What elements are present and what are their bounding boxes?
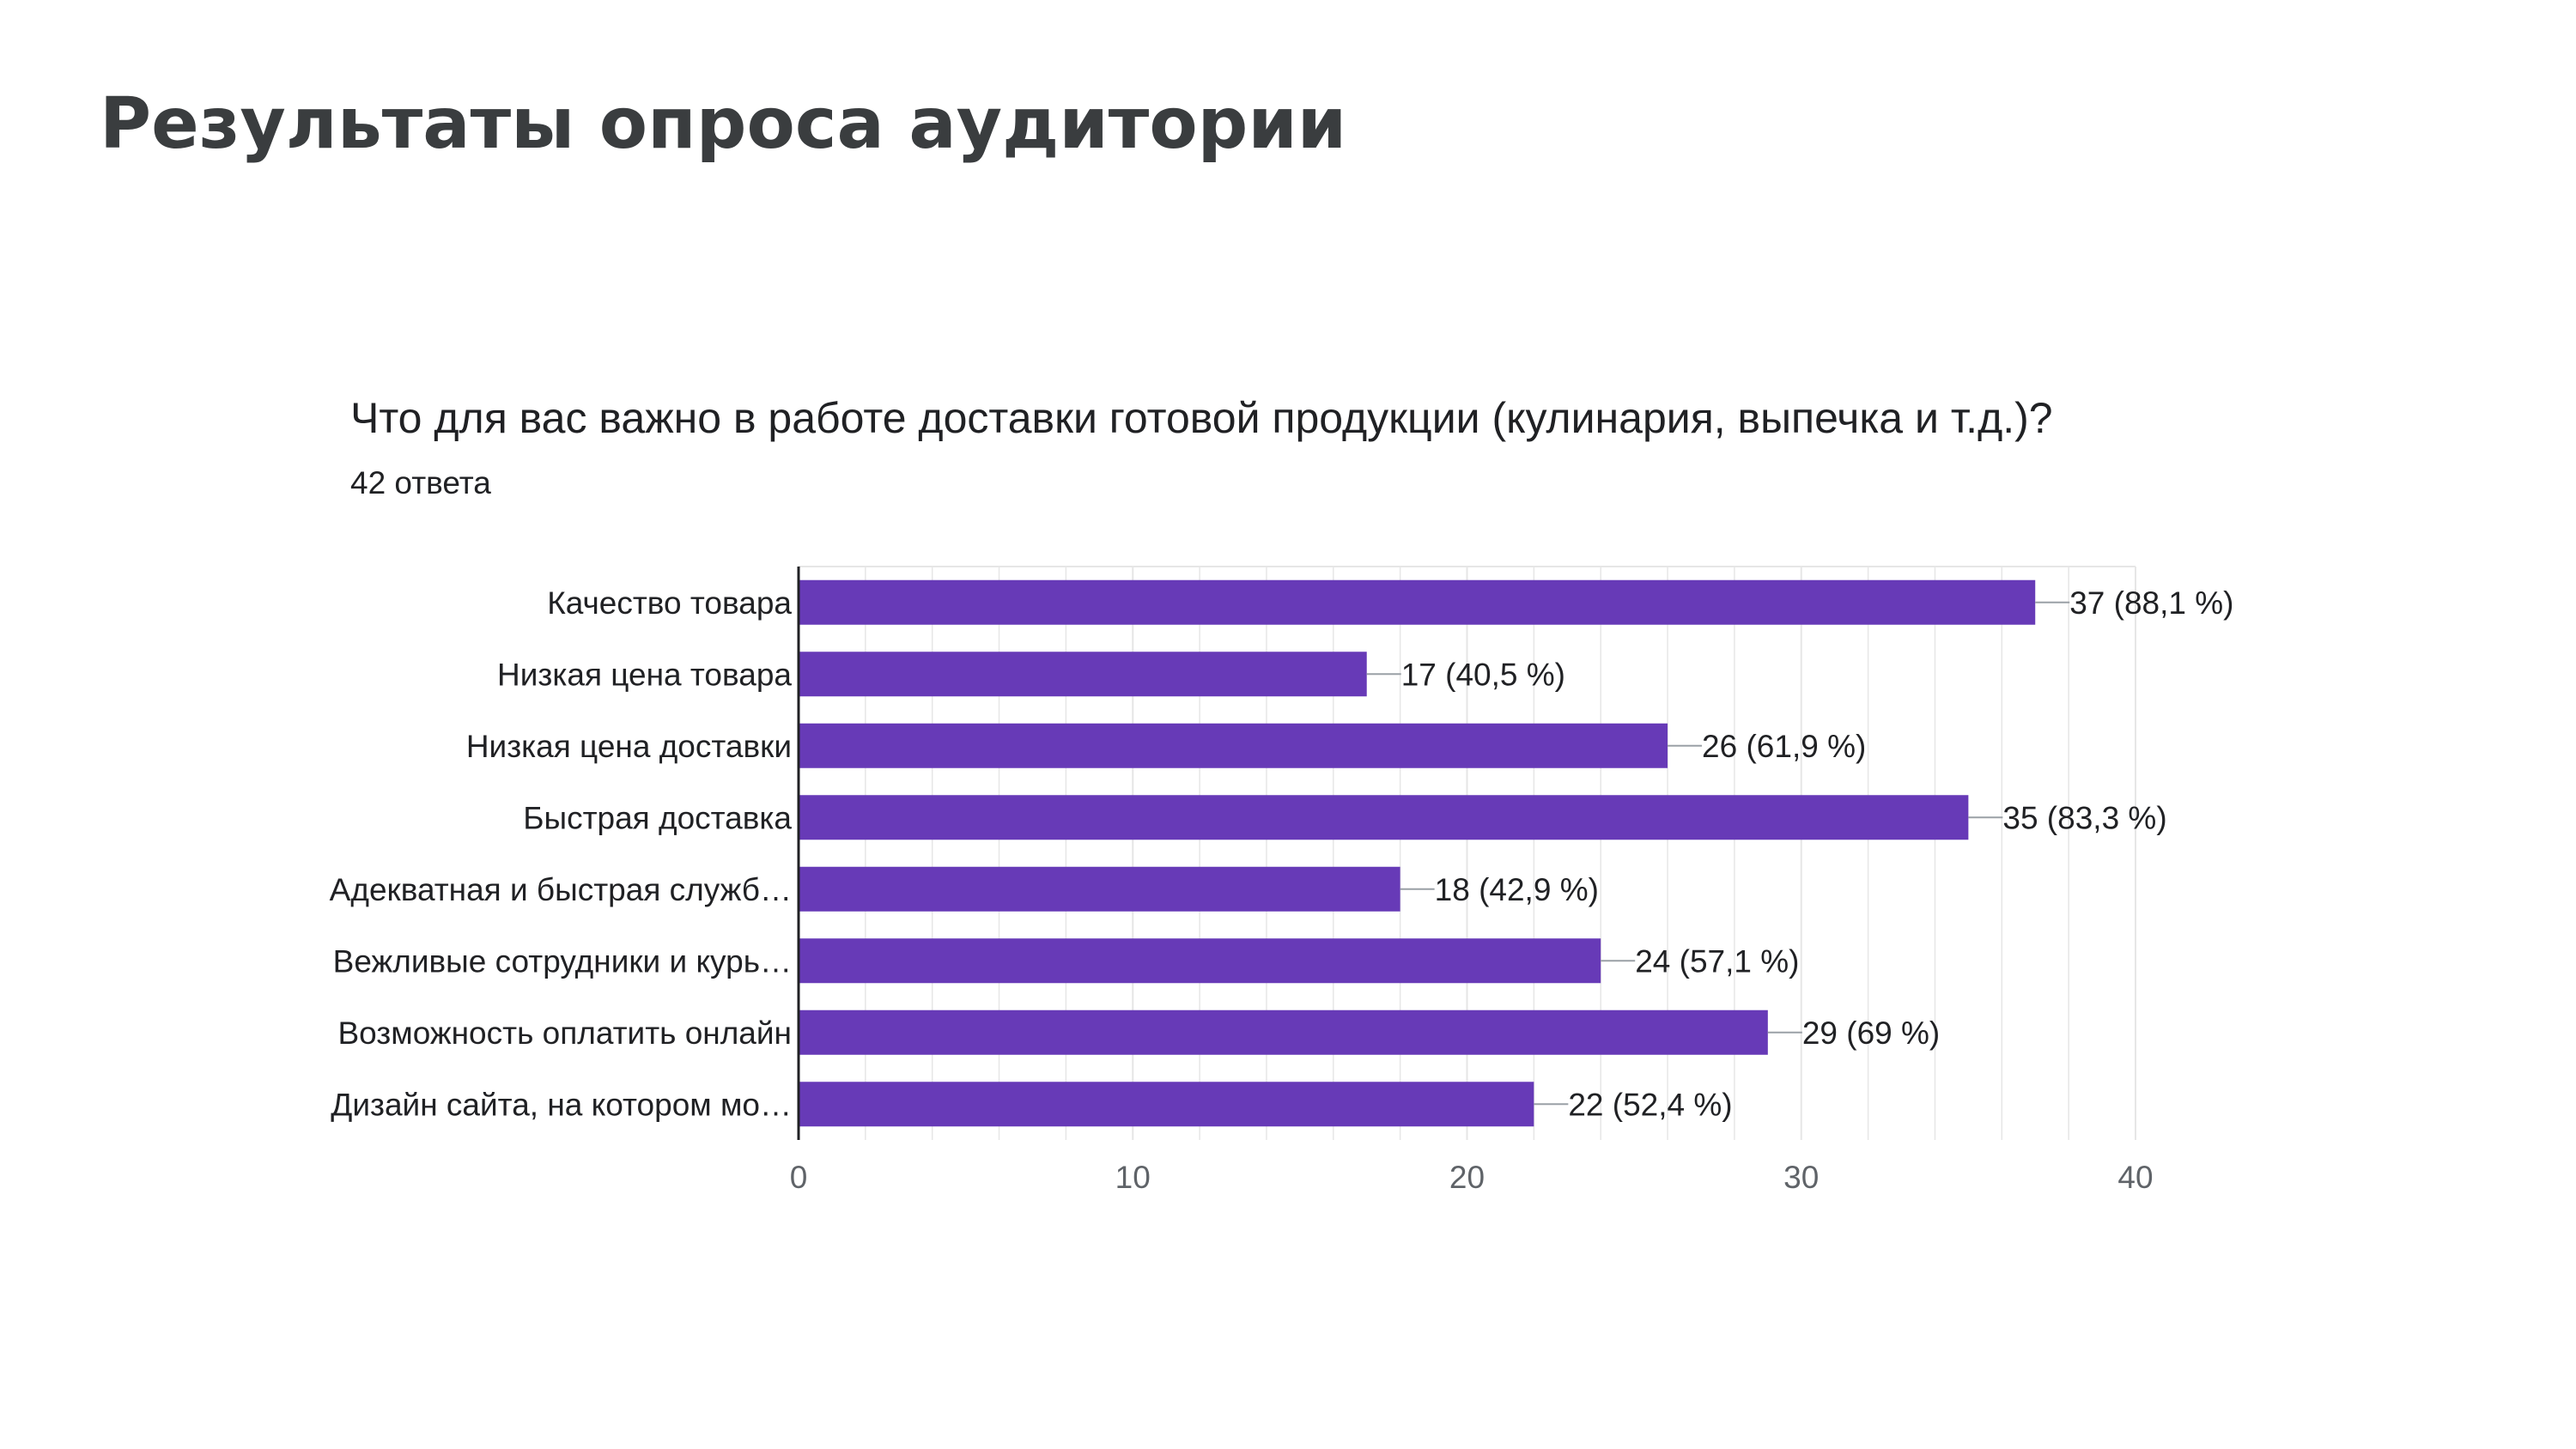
bar-2 (799, 652, 1367, 697)
x-tick-label-40: 40 (2117, 1160, 2153, 1195)
category-label-4: Быстрая доставка (523, 800, 792, 835)
data-label-4: 35 (83,3 %) (2002, 800, 2166, 835)
bar-5 (799, 866, 1400, 912)
slide-title: Результаты опроса аудитории (100, 83, 1347, 165)
data-label-7: 29 (69 %) (1802, 1016, 1940, 1051)
bar-6 (799, 938, 1601, 984)
chart-title: Что для вас важно в работе доставки гото… (350, 394, 2053, 442)
x-tick-label-10: 10 (1115, 1160, 1151, 1195)
category-label-6: Вежливые сотрудники и курь… (333, 943, 792, 979)
category-label-2: Низкая цена товара (497, 657, 792, 692)
category-label-8: Дизайн сайта, на котором мо… (331, 1087, 792, 1122)
bar-8 (799, 1082, 1534, 1127)
data-label-2: 17 (40,5 %) (1401, 657, 1565, 692)
bar-1 (799, 579, 2036, 625)
bar-4 (799, 795, 1969, 840)
bar-7 (799, 1009, 1768, 1055)
data-label-6: 24 (57,1 %) (1635, 943, 1799, 979)
bar-3 (799, 723, 1668, 768)
data-label-5: 18 (42,9 %) (1435, 872, 1599, 907)
category-label-3: Низкая цена доставки (466, 729, 792, 764)
response-count: 42 ответа (350, 465, 491, 500)
data-label-3: 26 (61,9 %) (1702, 729, 1866, 764)
data-label-8: 22 (52,4 %) (1568, 1087, 1732, 1122)
x-tick-label-30: 30 (1783, 1160, 1819, 1195)
x-tick-label-20: 20 (1449, 1160, 1485, 1195)
category-label-7: Возможность оплатить онлайн (337, 1016, 792, 1051)
category-label-1: Качество товара (547, 585, 792, 621)
x-tick-label-0: 0 (790, 1160, 808, 1195)
data-label-1: 37 (88,1 %) (2069, 585, 2233, 621)
category-label-5: Адекватная и быстрая служб… (330, 872, 792, 907)
